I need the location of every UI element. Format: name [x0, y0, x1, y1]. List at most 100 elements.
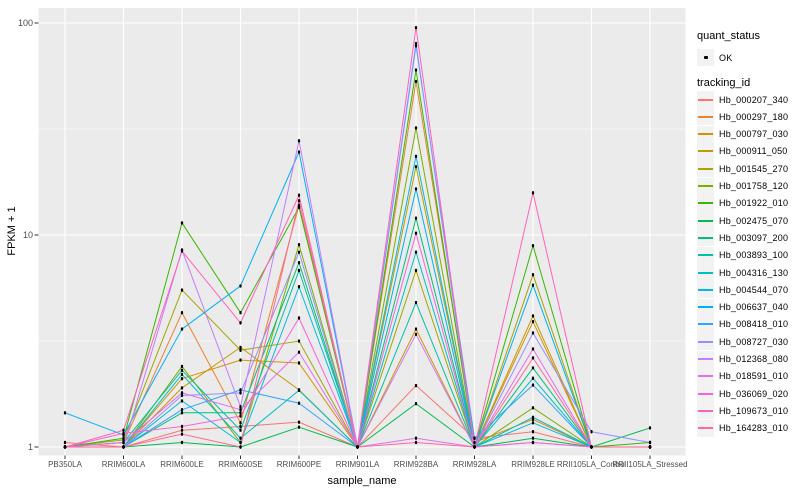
legend-item-label: Hb_004316_130 — [719, 267, 789, 278]
legend-item-label: Hb_001922_010 — [719, 198, 789, 209]
legend-key-box — [697, 315, 714, 333]
legend-item-Hb_001922_010: Hb_001922_010 — [697, 194, 789, 212]
legend-item-label: Hb_003097_200 — [719, 232, 789, 243]
series-color-line-icon — [698, 271, 713, 274]
legend-item-Hb_000207_340: Hb_000207_340 — [697, 91, 788, 108]
legend-item-label: OK — [719, 52, 733, 63]
legend-key-box — [697, 264, 714, 281]
legend-key-box — [697, 350, 714, 368]
legend-title-quant-status: quant_status — [697, 30, 760, 42]
legend-key-box — [697, 108, 714, 126]
legend-item-Hb_036069_020: Hb_036069_020 — [697, 385, 789, 403]
legend-item-Hb_001758_120: Hb_001758_120 — [697, 177, 789, 195]
x-tick-label-RRIM600LE: RRIM600LE — [160, 460, 204, 469]
series-color-line-icon — [698, 167, 713, 170]
legend-item-label: Hb_000297_180 — [719, 111, 789, 122]
legend-key-box — [697, 281, 714, 299]
series-color-line-icon — [698, 236, 713, 239]
legend-key-box — [697, 49, 714, 66]
series-color-line-icon — [698, 254, 713, 257]
legend-key-box — [697, 160, 714, 178]
legend-item-Hb_000797_030: Hb_000797_030 — [697, 125, 789, 143]
legend-item-label: Hb_008727_030 — [719, 336, 789, 347]
legend-key-box — [697, 367, 714, 385]
legend-key-box — [697, 385, 714, 403]
series-color-line-icon — [698, 202, 713, 205]
legend-item-Hb_006637_040: Hb_006637_040 — [697, 298, 789, 316]
axes: 1 10 100 PB350LA RRIM600LA RRIM600LE RRIM600SE… — [18, 18, 688, 469]
legend-key-box — [697, 246, 714, 264]
legend-key-box — [697, 91, 714, 108]
legend-key-box — [697, 212, 714, 230]
y-tick-label: 1 — [28, 442, 33, 452]
series-color-line-icon — [698, 409, 713, 412]
legend-item-Hb_012368_080: Hb_012368_080 — [697, 350, 789, 368]
legend-item-Hb_018591_010: Hb_018591_010 — [697, 367, 789, 385]
y-tick-label: 10 — [23, 230, 33, 240]
legend-item-label: Hb_008418_010 — [719, 319, 789, 330]
series-color-line-icon — [698, 115, 713, 118]
x-axis-title: sample_name — [327, 475, 396, 487]
data-points — [63, 26, 652, 449]
legend-key-box — [697, 333, 714, 351]
legend-item-Hb_004544_070: Hb_004544_070 — [697, 281, 788, 299]
legend-item-label: Hb_036069_020 — [719, 388, 789, 399]
legend-item-label: Hb_002475_070 — [719, 215, 789, 226]
x-tick-label-RRIM901LA: RRIM901LA — [336, 460, 380, 469]
series-color-line-icon — [698, 133, 713, 136]
legend-item-label: Hb_018591_010 — [719, 371, 789, 382]
legend-item-Hb_003893_100: Hb_003893_100 — [697, 246, 789, 264]
legend-item-Hb_008418_010: Hb_008418_010 — [697, 315, 789, 333]
legend-item-Hb_164283_010: Hb_164283_010 — [697, 419, 788, 437]
legend-item-Hb_003097_200: Hb_003097_200 — [697, 229, 789, 247]
legend-key-box — [697, 194, 714, 212]
y-tick-label: 100 — [18, 18, 33, 28]
legend-item-label: Hb_001545_270 — [719, 163, 789, 174]
series-color-line-icon — [698, 288, 713, 291]
legend-key-box — [697, 125, 714, 143]
legend-item-ok: OK — [697, 49, 732, 66]
legend-item-Hb_008727_030: Hb_008727_030 — [697, 333, 789, 351]
y-axis-title: FPKM + 1 — [6, 206, 18, 255]
x-tick-label-RRIM928BA: RRIM928BA — [394, 460, 439, 469]
ok-point-icon — [703, 56, 708, 59]
legend-item-label: Hb_109673_010 — [719, 405, 789, 416]
x-tick-label-RRIM928LA: RRIM928LA — [453, 460, 497, 469]
series-color-line-icon — [698, 185, 713, 187]
legend-key-box — [697, 402, 714, 420]
legend-item-label: Hb_001758_120 — [719, 181, 789, 191]
legend-item-label: Hb_000911_050 — [719, 146, 788, 157]
legend-key-box — [697, 142, 714, 160]
legend-panel: quant_status OK tracking_id Hb_000207_34… — [693, 0, 800, 500]
legend-item-Hb_000911_050: Hb_000911_050 — [697, 142, 788, 160]
series-color-line-icon — [698, 323, 713, 326]
series-color-line-icon — [698, 306, 713, 309]
x-tick-label-RRII105LA_Control: RRII105LA_Control — [557, 460, 627, 469]
legend-item-label: Hb_000797_030 — [719, 129, 789, 140]
plot-panel — [38, 8, 686, 456]
series-color-line-icon — [698, 392, 713, 395]
legend-title-tracking-id: tracking_id — [697, 77, 751, 89]
series-color-line-icon — [698, 427, 713, 430]
legend-item-label: Hb_006637_040 — [719, 302, 789, 313]
legend-key-box — [697, 177, 714, 195]
x-tick-label-RRII105LA_Stressed: RRII105LA_Stressed — [612, 460, 687, 469]
legend-key-box — [697, 419, 714, 437]
series-color-line-icon — [698, 340, 713, 343]
x-tick-label-RRIM600LA: RRIM600LA — [102, 460, 146, 469]
x-tick-label-RRIM600PE: RRIM600PE — [277, 460, 321, 469]
legend-key-box — [697, 229, 714, 247]
series-color-line-icon — [698, 219, 713, 222]
x-tick-label-RRIM928LE: RRIM928LE — [511, 460, 555, 469]
legend-key-box — [697, 298, 714, 316]
legend-item-label: Hb_012368_080 — [719, 354, 789, 364]
legend-item-Hb_002475_070: Hb_002475_070 — [697, 212, 789, 230]
legend-item-label: Hb_003893_100 — [719, 250, 789, 261]
legend-item-Hb_001545_270: Hb_001545_270 — [697, 160, 789, 178]
series-color-line-icon — [698, 98, 713, 101]
legend-item-Hb_109673_010: Hb_109673_010 — [697, 402, 789, 420]
x-tick-label-RRIM600SE: RRIM600SE — [218, 460, 262, 469]
legend-item-label: Hb_000207_340 — [719, 94, 789, 105]
